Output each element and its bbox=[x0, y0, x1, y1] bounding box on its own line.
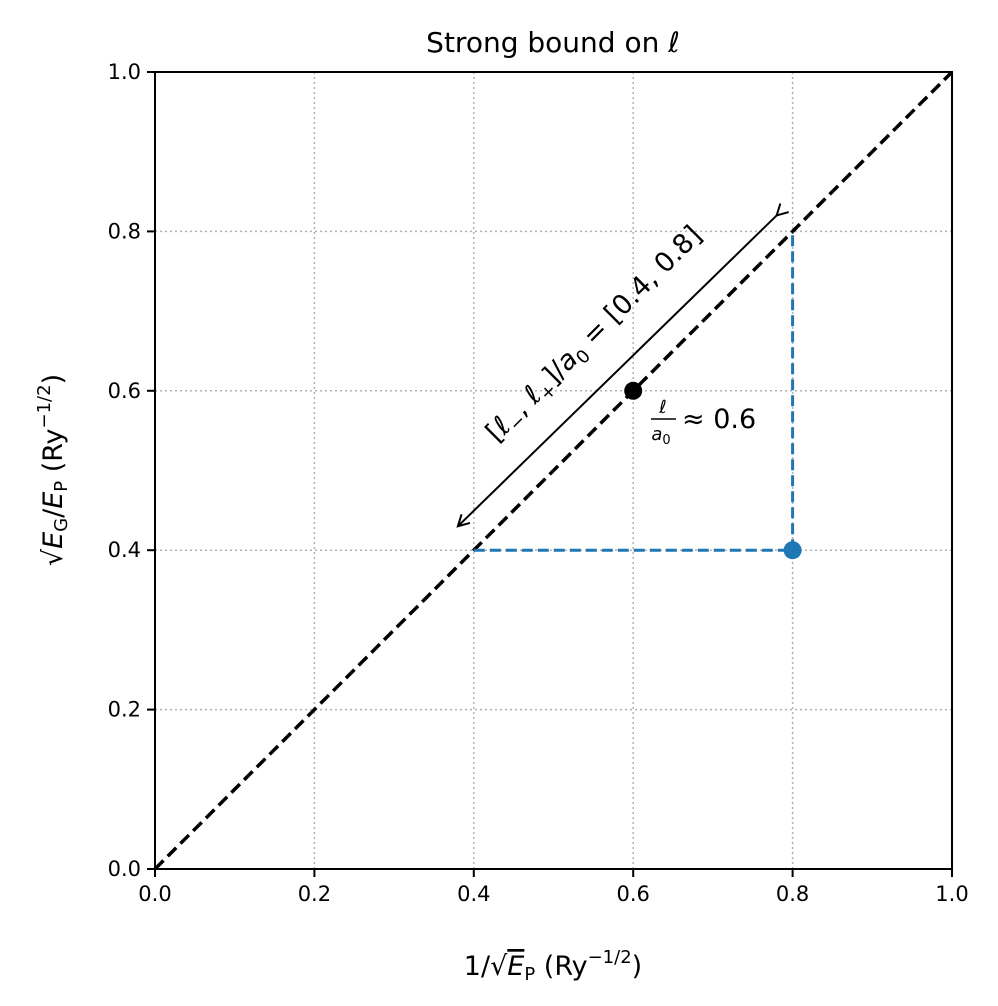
y-tick-label-0: 0.0 bbox=[108, 857, 141, 881]
x-tick-label-2: 0.4 bbox=[457, 882, 490, 906]
y-tick-label-4: 0.8 bbox=[108, 219, 141, 243]
estimate-annotation: ℓ a0 ≈ 0.6 bbox=[651, 397, 756, 448]
y-tick-label-3: 0.6 bbox=[108, 379, 141, 403]
points-group bbox=[624, 381, 802, 560]
y-tick-label-5: 1.0 bbox=[108, 60, 141, 84]
x-tick-label-3: 0.6 bbox=[616, 882, 649, 906]
x-tick-label-0: 0.0 bbox=[138, 882, 171, 906]
x-tick-label-1: 0.2 bbox=[298, 882, 331, 906]
chart-title: Strong bound on ℓ bbox=[426, 26, 680, 59]
estimate-denominator: a0 bbox=[651, 424, 670, 448]
estimate-numerator: ℓ bbox=[658, 397, 666, 418]
x-tick-label-5: 1.0 bbox=[935, 882, 968, 906]
axes-frame bbox=[154, 71, 953, 870]
x-axis-label: 1/√EP (Ry−1/2) bbox=[464, 947, 642, 985]
y-tick-label-1: 0.2 bbox=[108, 698, 141, 722]
point-measured-point bbox=[783, 541, 802, 560]
estimate-value: ≈ 0.6 bbox=[682, 404, 756, 435]
y-axis-label: √EG/EP (Ry−1/2) bbox=[34, 374, 72, 566]
y-tick-label-2: 0.4 bbox=[108, 538, 141, 562]
point-center-point bbox=[624, 381, 643, 400]
ticks-group: 0.0 0.2 0.4 0.6 0.8 1.0 0.0 0.2 0.4 0.6 0.8 1.0 bbox=[108, 60, 969, 906]
range-arrow bbox=[458, 215, 777, 526]
x-tick-label-4: 0.8 bbox=[776, 882, 809, 906]
